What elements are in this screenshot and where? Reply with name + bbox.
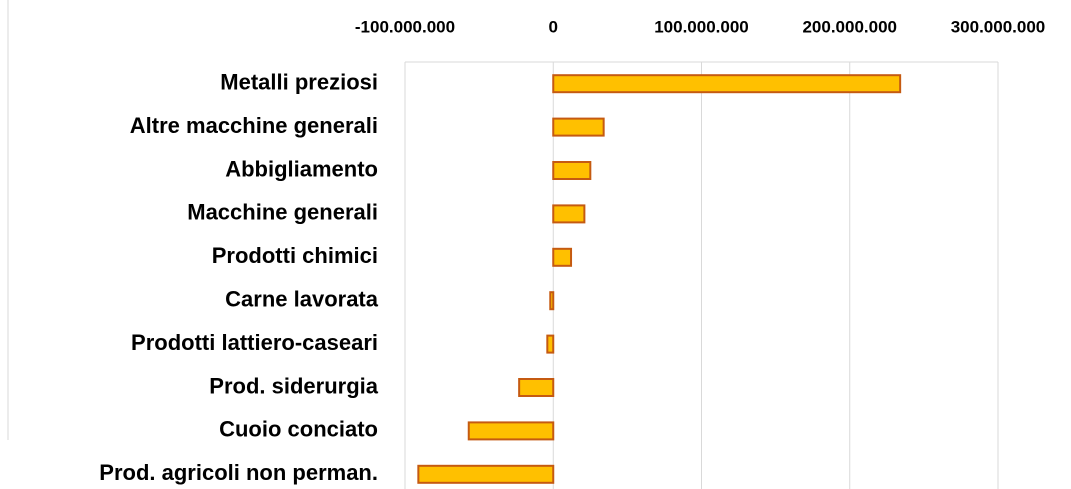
bar: [552, 204, 586, 224]
x-tick-label: 300.000.000: [951, 17, 1046, 36]
bar: [552, 161, 592, 180]
category-label: Altre macchine generali: [130, 113, 378, 138]
bar: [552, 117, 605, 137]
category-label: Prod. agricoli non perman.: [99, 460, 378, 485]
category-label: Abbigliamento: [225, 156, 378, 181]
bar: [546, 334, 555, 354]
x-tick-label: 0: [549, 17, 558, 36]
x-tick-label: 200.000.000: [802, 17, 897, 36]
bar: [552, 247, 573, 267]
category-label: Cuoio conciato: [219, 417, 378, 442]
category-label: Prodotti chimici: [212, 243, 378, 268]
bar: [417, 464, 555, 484]
x-tick-label: -100.000.000: [355, 17, 455, 36]
category-label: Metalli preziosi: [220, 70, 378, 95]
bar: [549, 291, 555, 311]
x-tick-label: 100.000.000: [654, 17, 749, 36]
bar: [467, 421, 555, 441]
category-label: Prod. siderurgia: [209, 373, 378, 398]
category-label: Macchine generali: [187, 200, 378, 225]
category-label: Carne lavorata: [225, 287, 379, 312]
bar: [552, 74, 902, 94]
category-label: Prodotti lattiero-caseari: [131, 330, 378, 355]
bar: [518, 378, 555, 397]
